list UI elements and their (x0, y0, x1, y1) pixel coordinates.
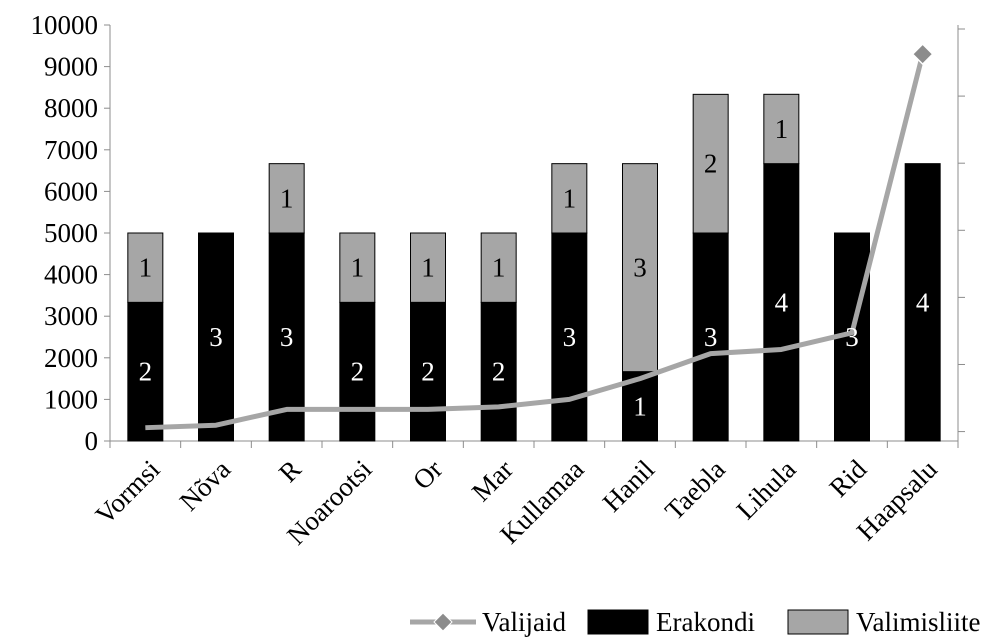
bar-data-label: 3 (280, 322, 294, 352)
chart-legend: Valijaid Erakondi Valimisliite (410, 607, 981, 637)
bar-valimisliite (480, 232, 517, 303)
bar-valimisliite (551, 163, 588, 234)
x-tick-label: Taebla (659, 454, 731, 526)
x-tick-label: Nõva (174, 454, 237, 517)
bar-erakondi (904, 163, 941, 442)
y-tick-label: 0 (85, 426, 99, 456)
x-tick-label: Rid (823, 454, 872, 503)
chart-line (145, 43, 934, 431)
x-tick-label: Vormsi (90, 454, 166, 530)
y-tick-label: 10000 (31, 10, 99, 40)
legend-label-erakondi: Erakondi (656, 607, 755, 637)
y-tick-label: 4000 (44, 260, 98, 290)
bar-data-label: 4 (916, 287, 930, 317)
y-tick-label: 8000 (44, 93, 98, 123)
bar-valimisliite (622, 163, 658, 373)
bar-valimisliite (339, 232, 376, 303)
bar-data-label: 3 (633, 253, 647, 283)
bar-data-label: 1 (351, 253, 365, 283)
legend-line-marker (433, 612, 453, 632)
bar-data-label: 2 (492, 357, 506, 387)
bar-erakondi (480, 301, 517, 442)
bar-data-label: 3 (845, 322, 859, 352)
bar-data-label: 2 (704, 149, 718, 179)
bar-data-label: 3 (563, 322, 577, 352)
chart-bars (127, 93, 941, 442)
legend-label-valijaid: Valijaid (482, 607, 566, 637)
legend-swatch-valimisliite (787, 609, 849, 635)
x-tick-label: Lihula (731, 454, 802, 525)
bar-data-label: 1 (280, 183, 294, 213)
x-tick-label: Hanil (597, 454, 661, 518)
x-tick-label: Mar (466, 454, 519, 507)
bar-data-label: 1 (139, 253, 153, 283)
y-tick-label: 1000 (44, 384, 98, 414)
chart-labels: 2 3 3 2 2 2 3 1 3 4 3 4 1 1 1 1 1 1 3 2 1 (139, 114, 930, 421)
bar-data-label: 2 (139, 357, 153, 387)
x-tick-label: Or (407, 454, 448, 495)
bar-data-label: 4 (775, 287, 789, 317)
y-tick-label: 7000 (44, 135, 98, 165)
bar-valimisliite (268, 163, 305, 234)
x-tick-label: R (273, 454, 307, 488)
bar-data-label: 1 (492, 253, 506, 283)
line-marker (911, 43, 934, 66)
y-tick-label: 6000 (44, 176, 98, 206)
bar-valimisliite (763, 93, 800, 165)
bar-data-label: 1 (563, 183, 577, 213)
bar-data-label: 3 (209, 322, 223, 352)
y-tick-label: 3000 (44, 301, 98, 331)
bar-erakondi (339, 301, 376, 442)
bar-data-label: 2 (351, 357, 365, 387)
bar-data-label: 2 (421, 357, 435, 387)
legend-label-valimisliite: Valimisliite (856, 607, 981, 637)
bar-valimisliite (692, 93, 729, 234)
bar-erakondi (198, 232, 234, 442)
bar-erakondi (410, 301, 446, 442)
bar-erakondi (127, 301, 164, 442)
line-series-valijaid (145, 53, 926, 431)
y-tick-label: 9000 (44, 52, 98, 82)
bar-data-label: 1 (775, 114, 789, 144)
bar-data-label: 1 (421, 253, 435, 283)
bar-valimisliite (127, 232, 164, 303)
bar-erakondi (268, 232, 305, 442)
bar-erakondi (692, 232, 729, 442)
bar-valimisliite (410, 232, 446, 303)
bar-erakondi (763, 163, 800, 442)
y-tick-label: 2000 (44, 343, 98, 373)
bar-data-label: 3 (704, 322, 718, 352)
y-tick-label: 5000 (44, 218, 98, 248)
legend-swatch-erakondi (587, 609, 649, 635)
bar-data-label: 1 (633, 391, 647, 421)
